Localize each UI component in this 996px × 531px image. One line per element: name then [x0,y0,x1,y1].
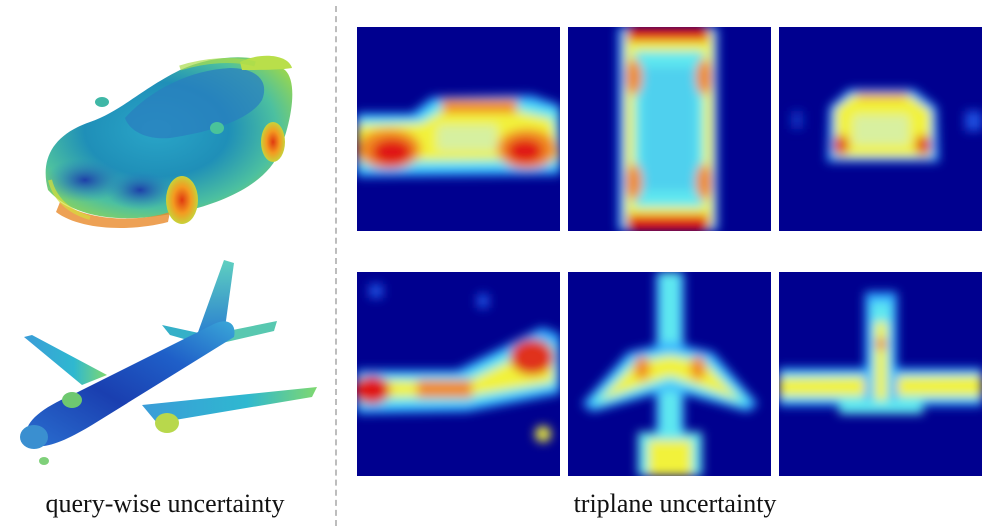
airplane-triplane-plane-2 [568,272,771,476]
car-triplane-plane-2 [568,27,771,231]
caption-triplane-uncertainty: triplane uncertainty [573,489,777,518]
caption-query-wise-uncertainty: query-wise uncertainty [45,489,285,518]
airplane-triplane-plane-3 [779,272,982,476]
car-triplane-plane-3 [779,27,982,231]
car-uncertainty-render [30,40,300,230]
car-triplane-plane-1 [357,27,560,231]
airplane-uncertainty-render [12,255,322,475]
airplane-triplane-plane-1 [357,272,560,476]
panel-divider [335,6,337,526]
